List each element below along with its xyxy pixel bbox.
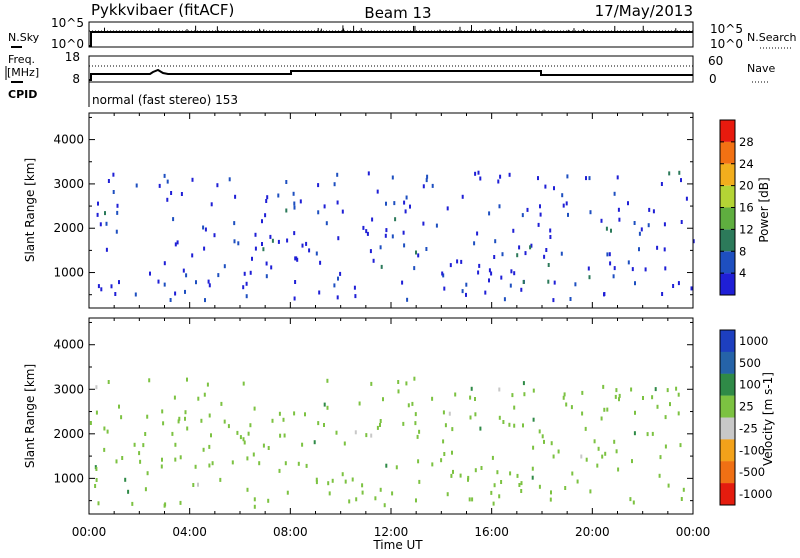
nsky-series-line bbox=[89, 32, 693, 46]
date-title: 17/May/2013 bbox=[595, 2, 693, 20]
noise-left-tick-top: 10^5 bbox=[51, 16, 84, 30]
nsearch-label: N.Search bbox=[747, 31, 797, 44]
nave-label: Nave bbox=[747, 62, 775, 75]
noise-right-tick-top: 10^5 bbox=[710, 22, 743, 36]
freq-unit-label: [MHz] bbox=[7, 66, 39, 79]
noise-left-tick-bottom: 10^0 bbox=[51, 37, 84, 51]
nave-tick-bottom: 0 bbox=[709, 72, 717, 86]
nsky-label: N.Sky bbox=[8, 31, 40, 44]
frequency-panel: Freq. [MHz] 18 8 60 0 Nave bbox=[6, 50, 775, 86]
nave-tick-top: 60 bbox=[708, 54, 723, 68]
beam-title: Beam 13 bbox=[364, 4, 431, 22]
cpid-text: normal (fast stereo) 153 bbox=[92, 93, 238, 107]
freq-label: Freq. bbox=[8, 53, 35, 66]
freq-tick-bottom: 8 bbox=[72, 72, 80, 86]
freq-tick-top: 18 bbox=[65, 50, 80, 64]
noise-right-tick-bottom: 10^0 bbox=[710, 37, 743, 51]
cpid-label: CPID bbox=[8, 88, 37, 101]
power-heatmap bbox=[97, 171, 695, 302]
freq-series-line bbox=[89, 70, 693, 80]
station-title: Pykkvibaer (fitACF) bbox=[91, 1, 234, 19]
